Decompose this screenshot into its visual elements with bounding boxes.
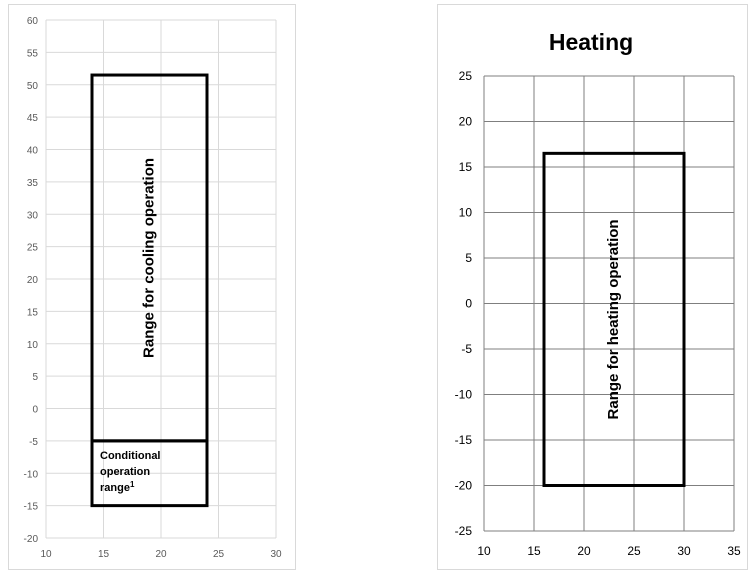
y-tick-label: -10 [455, 388, 473, 402]
y-tick-label: 0 [465, 297, 472, 311]
y-tick-label: 10 [459, 206, 473, 220]
heating-chart-panel [437, 4, 748, 570]
y-tick-label: 10 [27, 340, 39, 351]
x-tick-label: 35 [727, 544, 741, 558]
x-tick-label: 10 [40, 549, 52, 560]
cooling-chart-panel [8, 4, 296, 570]
x-tick-label: 30 [270, 549, 282, 560]
y-tick-label: -15 [24, 502, 39, 513]
y-tick-label: 5 [32, 372, 38, 383]
y-tick-label: 25 [459, 69, 473, 83]
y-tick-label: -15 [455, 433, 473, 447]
y-tick-label: -20 [24, 534, 39, 545]
x-tick-label: 20 [577, 544, 591, 558]
y-tick-label: 15 [459, 160, 473, 174]
y-tick-label: 20 [459, 115, 473, 129]
x-tick-label: 20 [155, 549, 167, 560]
operating-range-box [90, 439, 209, 508]
operating-range-label: Range for heating operation [605, 219, 622, 419]
x-tick-label: 15 [527, 544, 541, 558]
y-tick-label: 0 [32, 405, 38, 416]
conditional-range-label: Conditional operation range1 [100, 450, 161, 494]
y-tick-label: 25 [27, 243, 39, 254]
x-tick-label: 25 [627, 544, 641, 558]
y-tick-label: -5 [461, 342, 472, 356]
y-tick-label: 50 [27, 81, 39, 92]
x-tick-label: 30 [677, 544, 691, 558]
y-tick-label: 5 [465, 251, 472, 265]
y-tick-label: 30 [27, 210, 39, 221]
y-tick-label: 40 [27, 146, 39, 157]
y-tick-label: -10 [24, 469, 39, 480]
x-tick-label: 15 [98, 549, 110, 560]
heating-chart: Heating 25 20 15 10 5 0 -5 -10 -15 -20 -25 10 15 20 25… [455, 29, 741, 558]
y-tick-label: 55 [27, 48, 39, 59]
y-tick-label: -25 [455, 524, 473, 538]
y-tick-label: 35 [27, 178, 39, 189]
y-tick-label: 45 [27, 113, 39, 124]
y-tick-label: -5 [29, 437, 38, 448]
x-tick-label: 10 [477, 544, 491, 558]
x-tick-label: 25 [213, 549, 225, 560]
y-tick-label: 60 [27, 16, 39, 27]
heating-chart-title: Heating [549, 29, 633, 55]
y-tick-label: 20 [27, 275, 39, 286]
y-tick-label: 15 [27, 307, 39, 318]
operating-range-box [542, 151, 686, 487]
footnote-superscript: 1 [130, 480, 135, 489]
operating-range-label: Range for cooling operation [140, 158, 157, 358]
y-tick-label: -20 [455, 479, 473, 493]
